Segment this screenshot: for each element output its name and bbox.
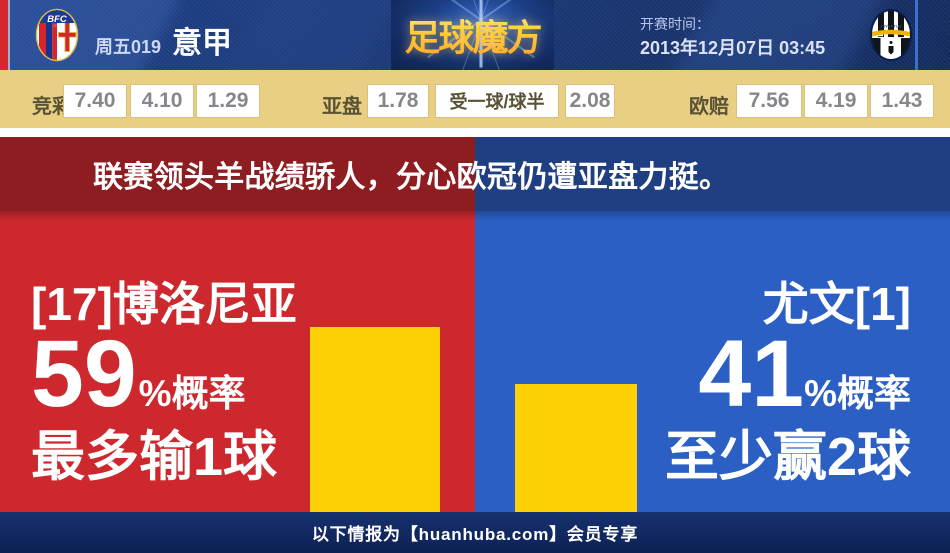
svg-text:1909: 1909 bbox=[53, 24, 61, 28]
svg-text:JUVENTUS: JUVENTUS bbox=[880, 25, 902, 29]
